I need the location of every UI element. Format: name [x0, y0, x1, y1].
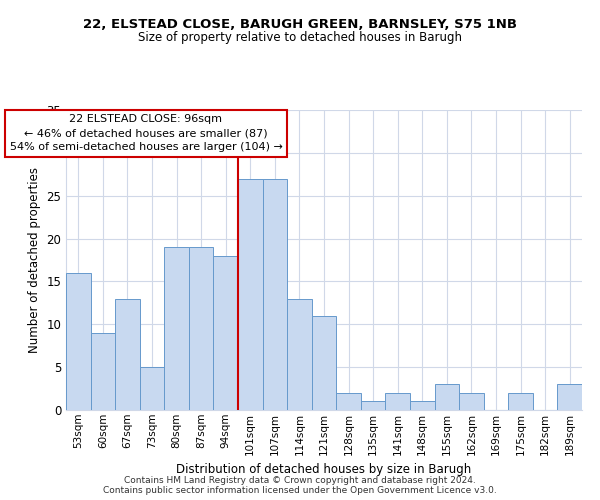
Bar: [459, 393, 484, 410]
Bar: [385, 393, 410, 410]
Bar: [336, 393, 361, 410]
Bar: [140, 367, 164, 410]
Bar: [312, 316, 336, 410]
Text: Contains HM Land Registry data © Crown copyright and database right 2024.: Contains HM Land Registry data © Crown c…: [124, 476, 476, 485]
Bar: [263, 178, 287, 410]
Text: 22, ELSTEAD CLOSE, BARUGH GREEN, BARNSLEY, S75 1NB: 22, ELSTEAD CLOSE, BARUGH GREEN, BARNSLE…: [83, 18, 517, 30]
X-axis label: Distribution of detached houses by size in Barugh: Distribution of detached houses by size …: [176, 463, 472, 476]
Bar: [410, 402, 434, 410]
Y-axis label: Number of detached properties: Number of detached properties: [28, 167, 41, 353]
Bar: [214, 256, 238, 410]
Text: 22 ELSTEAD CLOSE: 96sqm
← 46% of detached houses are smaller (87)
54% of semi-de: 22 ELSTEAD CLOSE: 96sqm ← 46% of detache…: [10, 114, 283, 152]
Bar: [189, 247, 214, 410]
Bar: [361, 402, 385, 410]
Bar: [557, 384, 582, 410]
Bar: [66, 273, 91, 410]
Bar: [164, 247, 189, 410]
Text: Contains public sector information licensed under the Open Government Licence v3: Contains public sector information licen…: [103, 486, 497, 495]
Bar: [287, 298, 312, 410]
Bar: [434, 384, 459, 410]
Text: Size of property relative to detached houses in Barugh: Size of property relative to detached ho…: [138, 31, 462, 44]
Bar: [508, 393, 533, 410]
Bar: [115, 298, 140, 410]
Bar: [238, 178, 263, 410]
Bar: [91, 333, 115, 410]
